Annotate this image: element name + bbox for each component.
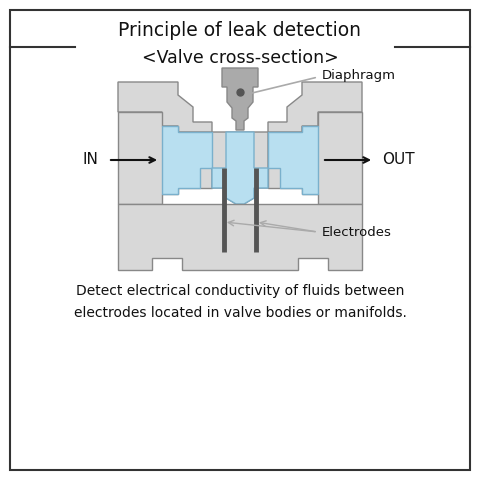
Polygon shape [162,126,212,194]
Polygon shape [212,132,268,204]
Polygon shape [118,112,212,204]
Polygon shape [118,82,212,132]
Polygon shape [222,68,258,130]
Text: IN: IN [82,153,98,168]
Text: Principle of leak detection: Principle of leak detection [119,21,361,39]
Text: Diaphragm: Diaphragm [322,69,396,82]
Text: Detect electrical conductivity of fluids between
electrodes located in valve bod: Detect electrical conductivity of fluids… [73,284,407,320]
Polygon shape [268,82,362,132]
Polygon shape [118,204,362,270]
Text: Electrodes: Electrodes [322,226,392,239]
Polygon shape [268,112,362,204]
Polygon shape [212,132,268,204]
Text: OUT: OUT [382,153,415,168]
Polygon shape [268,126,318,194]
Text: <Valve cross-section>: <Valve cross-section> [142,49,338,67]
